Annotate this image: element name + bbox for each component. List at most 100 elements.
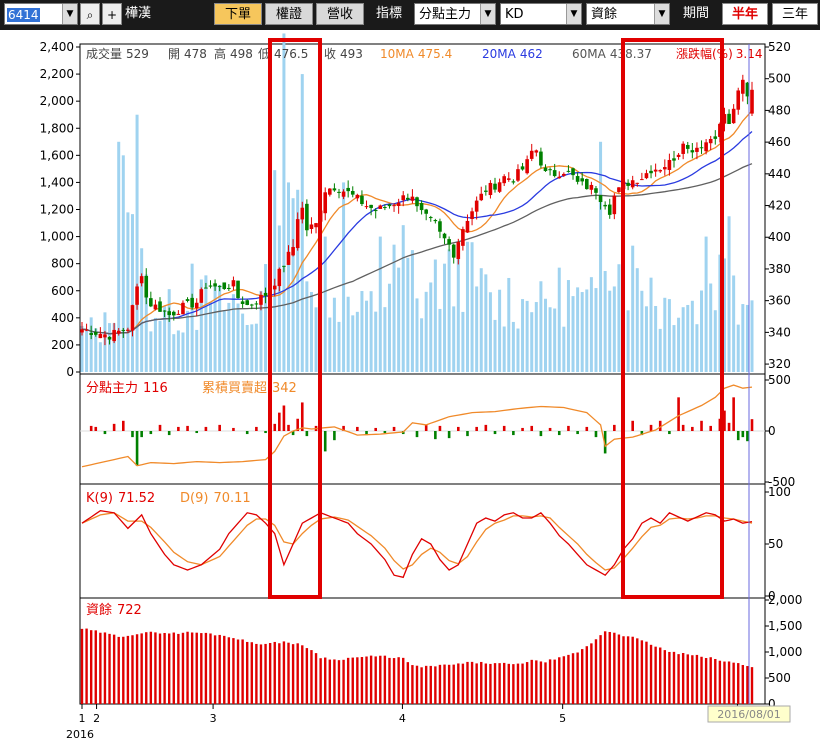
volume-bar (360, 291, 364, 372)
volume-tick-label: 1,600 (40, 148, 74, 162)
main-force-bar (392, 426, 396, 431)
candle-body (158, 301, 162, 312)
flow-panel-frame (79, 373, 766, 485)
volume-tick-label: 1,400 (40, 175, 74, 189)
kd-panel-frame (79, 483, 766, 599)
margin-bar (112, 634, 116, 704)
main-force-bar (305, 431, 309, 437)
volume-tick-label: 200 (51, 338, 74, 352)
candle-body (323, 192, 328, 214)
indicator-select-3[interactable]: 資餘 ▼ (586, 3, 670, 25)
main-force-bar (750, 419, 754, 431)
candle-body (332, 188, 337, 191)
volume-bar (745, 304, 749, 372)
candle-body (685, 145, 690, 149)
candle-body (300, 207, 305, 220)
margin-bar (190, 632, 194, 704)
candle-body (121, 329, 126, 331)
price-tick-label: 360 (768, 294, 791, 308)
margin-bar (585, 646, 588, 704)
price-tick-label: 400 (768, 230, 791, 244)
volume-bar (374, 311, 378, 372)
flow-tick-label: 500 (768, 373, 791, 387)
margin-bar (209, 633, 212, 704)
margin-bar (296, 643, 299, 704)
margin-bar (291, 644, 295, 704)
candle-body (360, 195, 364, 205)
margin-bar (608, 631, 611, 704)
volume-bar (346, 296, 350, 372)
chevron-down-icon[interactable]: ▼ (654, 4, 669, 24)
add-icon[interactable]: + (102, 3, 122, 25)
candle-body (658, 170, 663, 172)
volume-bar (135, 114, 139, 372)
price-tick-label: 420 (768, 199, 791, 213)
candle-body (736, 90, 741, 110)
candle-body (236, 280, 240, 299)
chevron-down-icon[interactable]: ▼ (480, 4, 495, 24)
candle-body (516, 169, 520, 181)
main-force-bar (493, 431, 497, 435)
margin-bar (636, 638, 639, 704)
main-force-bar (603, 431, 607, 454)
volume-bar (126, 212, 130, 372)
price-tick-label: 320 (768, 357, 791, 371)
change-pct-label: 漲跌幅(%) 3.14 (676, 46, 763, 61)
volume-bar (608, 290, 612, 372)
chevron-down-icon[interactable]: ▼ (62, 4, 77, 24)
main-force-bar (732, 397, 735, 431)
cumulative-line (81, 384, 753, 468)
revenue-button[interactable]: 營收 (316, 3, 364, 25)
candle-body (663, 167, 667, 170)
candle-body (149, 298, 153, 307)
indicator-select-2[interactable]: KD ▼ (500, 3, 582, 25)
period-half-year-button[interactable]: 半年 (722, 3, 768, 25)
main-force-bar (300, 402, 304, 431)
margin-bar (163, 632, 166, 704)
margin-bar (268, 643, 272, 704)
margin-bar (613, 632, 616, 704)
margin-bar (411, 665, 414, 704)
margin-bar (356, 657, 359, 704)
margin-bar (714, 658, 717, 704)
volume-bar (672, 325, 676, 372)
margin-bar (314, 653, 318, 704)
margin-bar (287, 642, 290, 704)
main-force-bar (342, 425, 345, 431)
volume-bar (163, 306, 167, 372)
volume-bar (654, 305, 658, 372)
volume-tick-label: 2,400 (40, 40, 74, 54)
margin-bar (672, 651, 676, 704)
volume-bar (461, 311, 465, 372)
volume-bar (433, 259, 437, 372)
period-three-year-button[interactable]: 三年 (772, 3, 818, 25)
volume-bar (704, 236, 708, 372)
chevron-down-icon[interactable]: ▼ (566, 4, 581, 24)
margin-bar (397, 657, 400, 704)
margin-bar (122, 636, 125, 704)
stock-code-input[interactable]: 6414 ▼ (4, 3, 78, 25)
margin-bar (727, 661, 731, 704)
candle-body (314, 223, 318, 228)
margin-bar (686, 654, 689, 704)
volume-bar (401, 225, 405, 372)
warrant-button[interactable]: 權證 (265, 3, 313, 25)
margin-bar (709, 657, 712, 704)
margin-bar (594, 639, 598, 704)
indicator-select-3-value: 資餘 (591, 7, 618, 22)
volume-bar (525, 300, 529, 372)
candle-body (676, 154, 681, 157)
margin-bar (250, 642, 253, 704)
candle-body (745, 82, 750, 97)
indicator-select-1[interactable]: 分點主力 ▼ (414, 3, 496, 25)
volume-bar (507, 277, 511, 372)
candle-body (640, 179, 644, 181)
search-icon[interactable]: ⌕ (80, 3, 100, 25)
margin-bar (493, 663, 497, 704)
candle-body (484, 190, 488, 192)
volume-bar (603, 270, 607, 372)
volume-bar (264, 264, 268, 372)
order-button[interactable]: 下單 (214, 3, 262, 25)
candle-body (208, 285, 213, 287)
candle-body (162, 310, 167, 312)
